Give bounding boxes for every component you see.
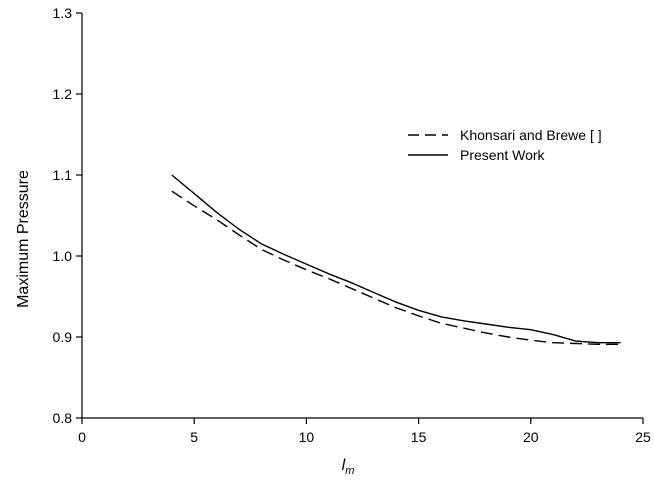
series-group [171,174,621,345]
x-tick-label: 0 [78,429,86,445]
x-tick-label: 20 [523,429,539,445]
series-line-khonsari-brewe [171,190,621,345]
y-tick-label: 1.1 [53,167,73,183]
x-axis-label-subscript: m [345,465,354,477]
axes [81,13,643,419]
y-tick-label: 0.9 [53,329,73,345]
legend: Khonsari and Brewe [ ] Present Work [408,127,602,163]
legend-label-present-work: Present Work [460,147,546,163]
y-axis-label: Maximum Pressure [15,170,32,308]
ticks: 0 5 10 15 20 25 0.8 0.9 1.0 1.1 1.2 1.3 [53,5,651,445]
x-axis-label-main: l [342,457,346,474]
legend-label-khonsari: Khonsari and Brewe [ ] [460,127,602,143]
x-tick-label: 25 [635,429,651,445]
x-tick-label: 5 [190,429,198,445]
x-tick-label: 15 [411,429,427,445]
series-line-present-work [171,174,621,344]
y-tick-label: 1.3 [53,5,73,21]
y-tick-label: 0.8 [53,410,73,426]
y-tick-label: 1.0 [53,248,73,264]
x-tick-label: 10 [299,429,315,445]
x-axis-label: lm [342,457,355,477]
y-tick-label: 1.2 [53,86,73,102]
